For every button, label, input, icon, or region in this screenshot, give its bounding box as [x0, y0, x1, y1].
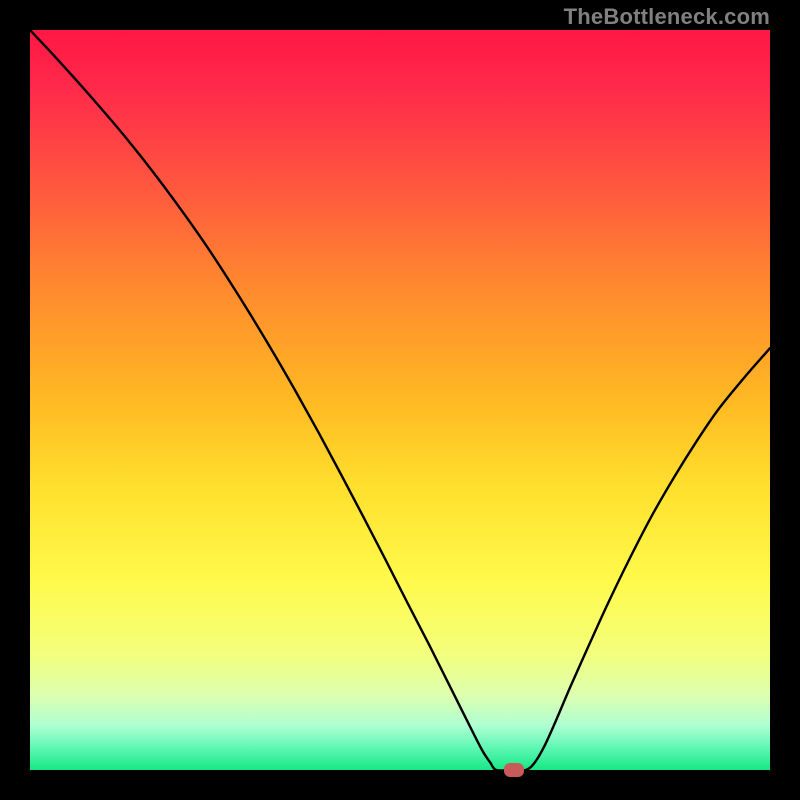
chart-canvas: TheBottleneck.com [0, 0, 800, 800]
watermark-text: TheBottleneck.com [564, 4, 770, 30]
curve-layer [30, 30, 770, 770]
plot-area [30, 30, 770, 770]
bottleneck-curve [30, 30, 770, 771]
optimum-marker [504, 763, 523, 776]
